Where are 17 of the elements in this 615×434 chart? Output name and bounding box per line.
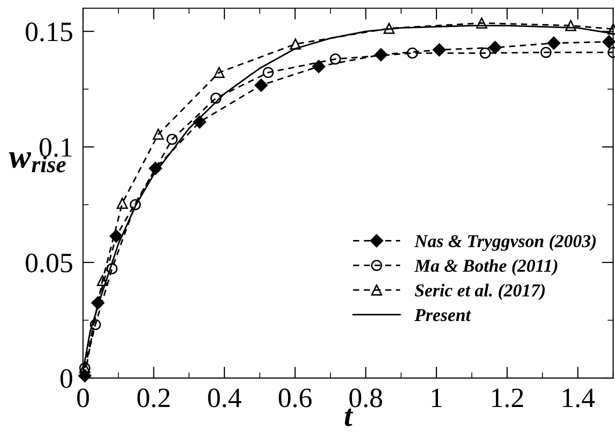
legend-label: Seric et al. (2017): [414, 284, 545, 300]
y-tick-label: 0.05: [26, 254, 72, 272]
x-tick-label: 0.4: [208, 388, 242, 408]
y-tick-label: 0.15: [26, 22, 72, 42]
x-tick-label: 0.8: [349, 388, 382, 408]
legend-label: Present: [414, 309, 472, 322]
y-tick-label: 0.1: [40, 138, 72, 157]
x-axis-title: t: [344, 408, 354, 426]
legend-label: Ma & Bothe (2011): [414, 259, 558, 276]
x-tick-label: 1.4: [562, 388, 595, 408]
x-tick-label: 0: [77, 388, 89, 408]
x-tick-label: 0.6: [278, 388, 312, 408]
x-tick-label: 1: [432, 388, 442, 408]
x-tick-label: 1.2: [492, 388, 523, 408]
x-tick-label: 0.2: [137, 388, 170, 408]
legend-label: Nas & Tryggvson (2003): [414, 234, 596, 251]
y-tick-label: 0: [60, 369, 72, 388]
